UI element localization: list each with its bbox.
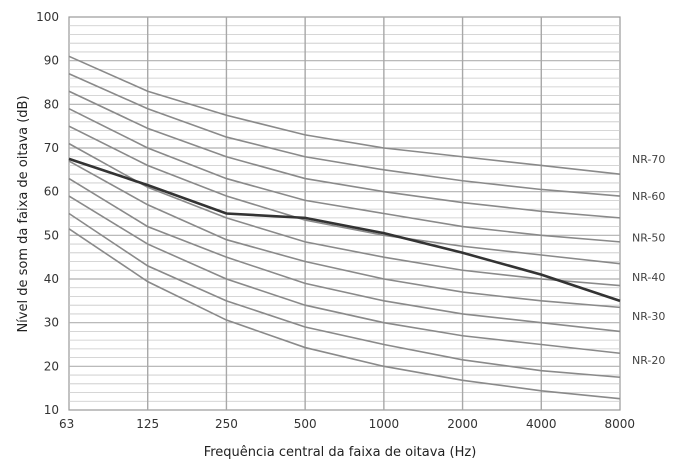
y-axis-label: Nível de som da faixa de oitava (dB) <box>16 95 31 332</box>
nr-label: NR-70 <box>632 153 665 166</box>
y-tick-label: 10 <box>44 403 59 417</box>
y-tick-label: 50 <box>44 228 59 242</box>
x-tick-label: 8000 <box>604 417 635 431</box>
nr-label: NR-20 <box>632 354 665 367</box>
nr-labels: NR-20 NR-30 NR-40 NR-50 NR-60 NR-70 <box>632 153 665 367</box>
x-tick-label: 1000 <box>369 417 400 431</box>
nr-label: NR-60 <box>632 190 665 203</box>
grid <box>69 17 620 410</box>
y-tick-label: 90 <box>44 54 59 68</box>
y-tick-label: 20 <box>44 359 59 373</box>
y-tick-label: 30 <box>44 316 59 330</box>
x-tick-label: 250 <box>215 417 238 431</box>
x-tick-label: 500 <box>294 417 317 431</box>
y-tick-label: 70 <box>44 141 59 155</box>
y-tick-label: 40 <box>44 272 59 286</box>
x-tick-label: 2000 <box>447 417 478 431</box>
x-axis-label: Frequência central da faixa de oitava (H… <box>204 445 477 460</box>
nr-label: NR-40 <box>632 271 665 284</box>
y-tick-label: 60 <box>44 185 59 199</box>
x-tick-label: 63 <box>59 417 74 431</box>
nr-label: NR-50 <box>632 232 665 245</box>
y-tick-label: 100 <box>36 10 59 24</box>
nr-label: NR-30 <box>632 310 665 323</box>
x-tick-label: 4000 <box>526 417 557 431</box>
plot-frame <box>69 17 620 410</box>
x-tick-label: 125 <box>136 417 159 431</box>
y-tick-label: 80 <box>44 97 59 111</box>
y-tick-labels: 10 20 30 40 50 60 70 80 90 100 <box>36 10 59 417</box>
x-tick-labels: 63 125 250 500 1000 2000 4000 8000 <box>59 417 635 431</box>
